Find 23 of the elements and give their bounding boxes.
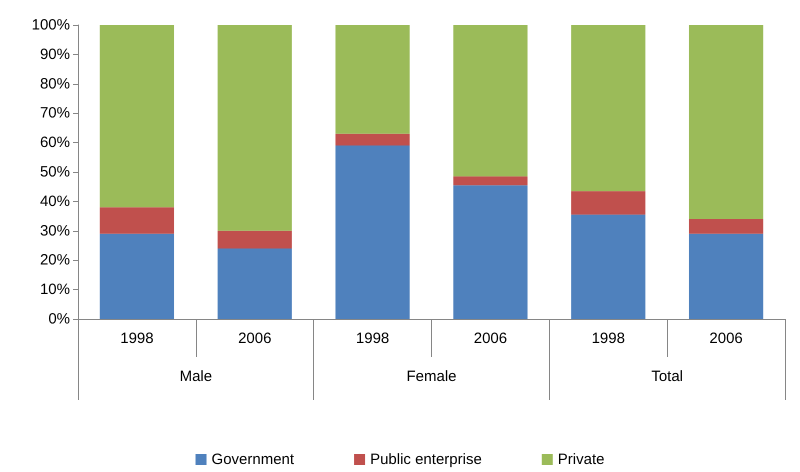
x-tick-label: 2006 xyxy=(238,330,272,347)
y-tick-label: 80% xyxy=(40,75,70,92)
y-tick-label: 10% xyxy=(40,281,70,298)
y-tick-label: 20% xyxy=(40,252,70,269)
y-tick-label: 90% xyxy=(40,46,70,63)
x-tick-label: 1998 xyxy=(356,330,390,347)
legend-label: Public enterprise xyxy=(370,451,482,468)
text: Male xyxy=(180,368,212,385)
legend-label: Private xyxy=(558,451,604,468)
y-tick-label: 40% xyxy=(40,192,70,210)
y-tick-label: 30% xyxy=(40,222,70,240)
text: Total xyxy=(651,368,684,385)
x-tick-label: 1998 xyxy=(120,330,154,347)
legend-label: Government xyxy=(212,451,295,468)
y-tick-label: 100% xyxy=(32,16,70,34)
y-tick-label: 0% xyxy=(48,310,70,328)
x-tick-label: 2006 xyxy=(709,330,743,347)
y-tick-label: 70% xyxy=(40,104,70,122)
y-tick-label: 50% xyxy=(40,164,70,180)
x-tick-label: 1998 xyxy=(592,330,625,347)
text: Female xyxy=(406,368,457,385)
y-tick-label: 60% xyxy=(40,134,70,152)
x-tick-label: 2006 xyxy=(474,330,508,347)
